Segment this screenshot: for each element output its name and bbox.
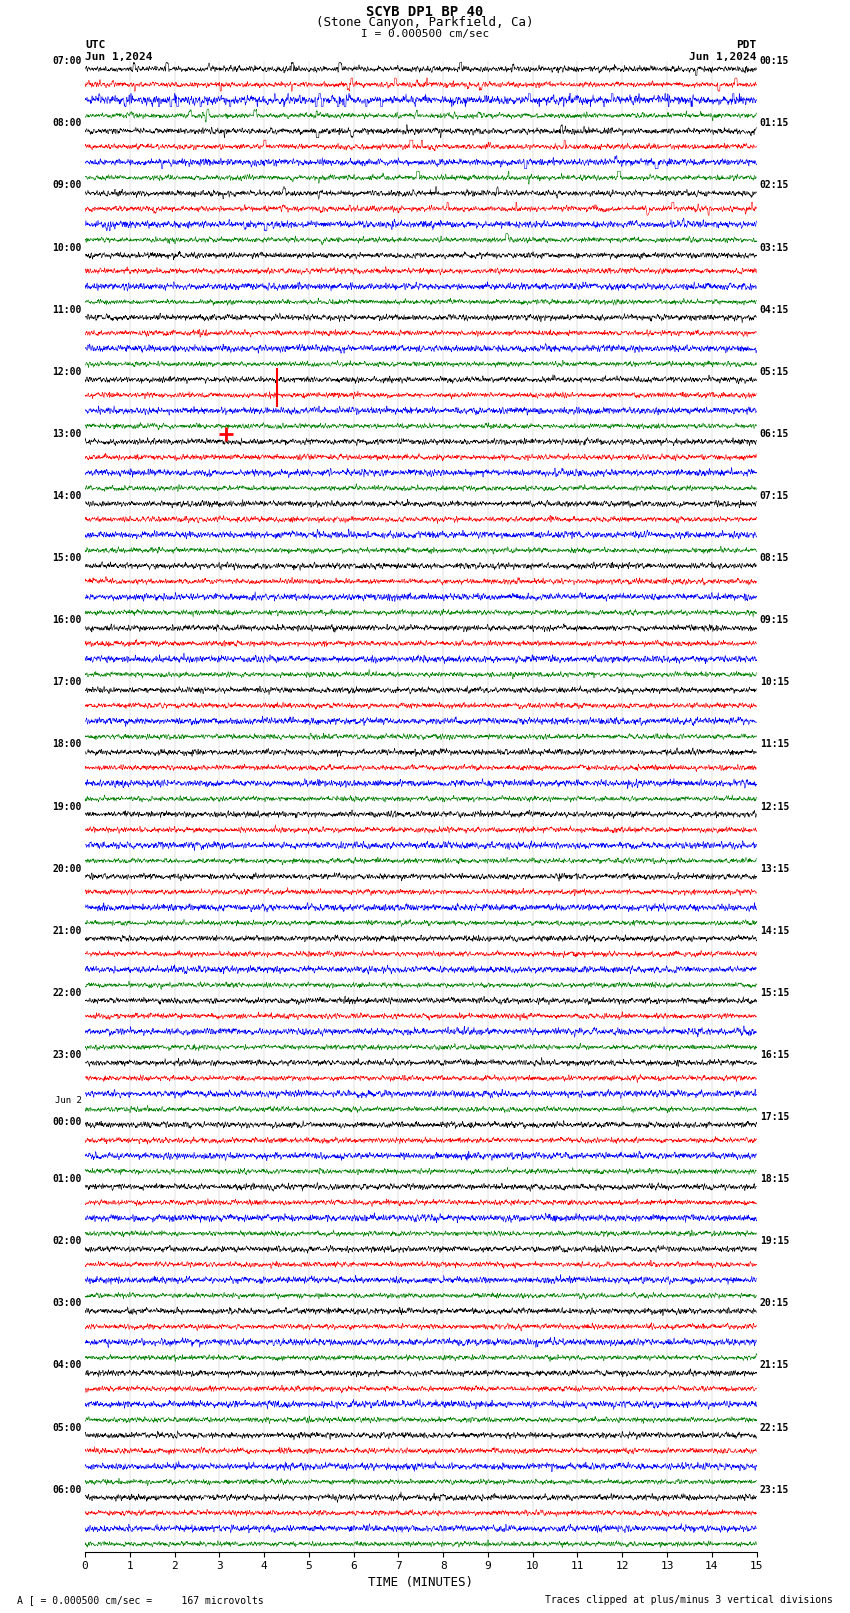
Text: 17:00: 17:00 bbox=[52, 677, 82, 687]
Text: 23:15: 23:15 bbox=[760, 1484, 790, 1495]
Text: Jun 1,2024: Jun 1,2024 bbox=[85, 52, 152, 61]
Text: 16:15: 16:15 bbox=[760, 1050, 790, 1060]
Text: Jun 2: Jun 2 bbox=[54, 1097, 82, 1105]
Text: 18:15: 18:15 bbox=[760, 1174, 790, 1184]
Text: 03:00: 03:00 bbox=[52, 1298, 82, 1308]
Text: SCYB DP1 BP 40: SCYB DP1 BP 40 bbox=[366, 5, 484, 19]
Text: 21:00: 21:00 bbox=[52, 926, 82, 936]
Text: PDT: PDT bbox=[736, 40, 756, 50]
Text: 12:00: 12:00 bbox=[52, 366, 82, 377]
Text: 02:15: 02:15 bbox=[760, 181, 790, 190]
Text: 20:00: 20:00 bbox=[52, 863, 82, 874]
Text: 01:15: 01:15 bbox=[760, 118, 790, 129]
Text: 09:00: 09:00 bbox=[52, 181, 82, 190]
Text: 22:15: 22:15 bbox=[760, 1423, 790, 1432]
Text: 13:15: 13:15 bbox=[760, 863, 790, 874]
Text: 16:00: 16:00 bbox=[52, 615, 82, 626]
Text: 10:00: 10:00 bbox=[52, 242, 82, 253]
X-axis label: TIME (MINUTES): TIME (MINUTES) bbox=[368, 1576, 473, 1589]
Text: 20:15: 20:15 bbox=[760, 1298, 790, 1308]
Text: 06:00: 06:00 bbox=[52, 1484, 82, 1495]
Text: 02:00: 02:00 bbox=[52, 1236, 82, 1247]
Text: 13:00: 13:00 bbox=[52, 429, 82, 439]
Text: 22:00: 22:00 bbox=[52, 987, 82, 998]
Text: 09:15: 09:15 bbox=[760, 615, 790, 626]
Text: 00:15: 00:15 bbox=[760, 56, 790, 66]
Text: 11:15: 11:15 bbox=[760, 739, 790, 750]
Text: 19:15: 19:15 bbox=[760, 1236, 790, 1247]
Text: UTC: UTC bbox=[85, 40, 105, 50]
Text: (Stone Canyon, Parkfield, Ca): (Stone Canyon, Parkfield, Ca) bbox=[316, 16, 534, 29]
Text: Traces clipped at plus/minus 3 vertical divisions: Traces clipped at plus/minus 3 vertical … bbox=[545, 1595, 833, 1605]
Text: Jun 1,2024: Jun 1,2024 bbox=[689, 52, 756, 61]
Text: 07:00: 07:00 bbox=[52, 56, 82, 66]
Text: A [ = 0.000500 cm/sec =     167 microvolts: A [ = 0.000500 cm/sec = 167 microvolts bbox=[17, 1595, 264, 1605]
Text: 14:15: 14:15 bbox=[760, 926, 790, 936]
Text: 01:00: 01:00 bbox=[52, 1174, 82, 1184]
Text: 04:15: 04:15 bbox=[760, 305, 790, 315]
Text: 14:00: 14:00 bbox=[52, 490, 82, 502]
Text: 12:15: 12:15 bbox=[760, 802, 790, 811]
Text: 00:00: 00:00 bbox=[52, 1118, 82, 1127]
Text: 05:00: 05:00 bbox=[52, 1423, 82, 1432]
Text: 15:15: 15:15 bbox=[760, 987, 790, 998]
Text: 08:15: 08:15 bbox=[760, 553, 790, 563]
Text: 18:00: 18:00 bbox=[52, 739, 82, 750]
Text: 23:00: 23:00 bbox=[52, 1050, 82, 1060]
Text: 15:00: 15:00 bbox=[52, 553, 82, 563]
Text: 03:15: 03:15 bbox=[760, 242, 790, 253]
Text: 10:15: 10:15 bbox=[760, 677, 790, 687]
Text: 11:00: 11:00 bbox=[52, 305, 82, 315]
Text: 05:15: 05:15 bbox=[760, 366, 790, 377]
Text: 08:00: 08:00 bbox=[52, 118, 82, 129]
Text: 04:00: 04:00 bbox=[52, 1360, 82, 1371]
Text: 07:15: 07:15 bbox=[760, 490, 790, 502]
Text: 06:15: 06:15 bbox=[760, 429, 790, 439]
Text: 21:15: 21:15 bbox=[760, 1360, 790, 1371]
Text: 19:00: 19:00 bbox=[52, 802, 82, 811]
Text: 17:15: 17:15 bbox=[760, 1111, 790, 1123]
Text: I = 0.000500 cm/sec: I = 0.000500 cm/sec bbox=[361, 29, 489, 39]
